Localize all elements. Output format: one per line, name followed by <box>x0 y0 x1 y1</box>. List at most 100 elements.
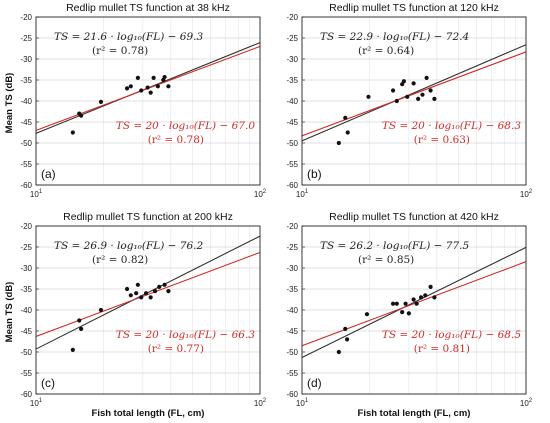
fit-lines <box>302 246 526 358</box>
data-point <box>394 98 399 104</box>
x-tick-label: 102 <box>520 189 533 199</box>
data-point <box>151 75 156 80</box>
data-points <box>336 284 437 355</box>
regression-r2: (r² = 0.78) <box>92 45 148 57</box>
data-point <box>98 307 104 313</box>
data-point <box>336 140 341 146</box>
data-point <box>70 347 75 352</box>
data-point <box>79 326 84 331</box>
y-tick-label: -30 <box>20 55 32 64</box>
x-axis-label-left: Fish total length (FL, cm) <box>92 408 205 419</box>
data-point <box>128 293 133 298</box>
regression-equation: TS = 21.6 · log₁₀(FL) − 69.3 <box>54 31 204 43</box>
data-point <box>79 113 84 118</box>
data-point <box>364 312 370 317</box>
data-point <box>166 84 171 89</box>
data-points <box>70 74 171 135</box>
chart-panel-4: -60 -55 -50 -45 -40 -35 -30 -25 -20 101 102 Redlip … <box>286 211 532 408</box>
x-tick-label: 102 <box>254 189 267 199</box>
data-point <box>124 286 130 292</box>
plot-frame <box>301 225 527 395</box>
y-tick-label: -45 <box>20 327 32 336</box>
y-tick-label: -50 <box>20 348 32 357</box>
data-point <box>343 326 348 331</box>
y-tick-label: -40 <box>20 97 32 106</box>
x-tick-exponent: 2 <box>529 398 533 404</box>
y-tick-label: -25 <box>20 243 32 252</box>
data-point <box>143 291 149 296</box>
x-tick-label: 102 <box>254 398 267 408</box>
fixed-slope-fit-line <box>302 261 526 347</box>
y-tick-label: -55 <box>286 160 298 169</box>
panel-label: (b) <box>307 167 322 181</box>
y-tick-label: -35 <box>286 285 298 294</box>
data-point <box>390 88 396 93</box>
data-point <box>366 94 371 99</box>
y-tick-label: -20 <box>20 222 32 231</box>
x-tick-label: 101 <box>296 398 309 408</box>
y-tick-label: -50 <box>286 139 298 148</box>
data-point <box>70 130 75 135</box>
y-tick-label: -55 <box>20 369 32 378</box>
regression-equation: TS = 22.9 · log₁₀(FL) − 72.4 <box>320 31 469 43</box>
data-point <box>400 310 405 315</box>
data-point <box>98 99 104 104</box>
y-tick-label: -55 <box>286 369 298 378</box>
data-point <box>139 295 144 300</box>
y-tick-label: -60 <box>20 181 32 190</box>
y-tick-label: -20 <box>286 13 298 22</box>
y-tick-label: -55 <box>20 160 32 169</box>
chart-panel-1: -60 -55 -50 -45 -40 -35 -30 -25 -20 101 102 Redlip … <box>20 2 266 199</box>
data-point <box>345 337 350 342</box>
x-tick-exponent: 1 <box>39 189 43 195</box>
data-point <box>145 85 150 90</box>
y-tick-label: -45 <box>20 118 32 127</box>
regression-equation: TS = 26.9 · log₁₀(FL) − 76.2 <box>54 240 204 252</box>
plot-frame <box>301 16 527 186</box>
data-point <box>77 318 82 323</box>
chart-title: Redlip mullet TS function at 38 kHz <box>66 2 230 14</box>
data-point <box>162 74 167 80</box>
fixed-slope-equation: TS = 20 · log₁₀(FL) − 66.3 <box>116 329 255 341</box>
data-point <box>345 130 350 135</box>
y-tick-label: -20 <box>286 222 298 231</box>
data-point <box>390 301 396 306</box>
data-point <box>411 297 416 302</box>
x-tick-exponent: 1 <box>305 398 309 404</box>
data-points <box>70 282 171 352</box>
data-point <box>411 81 416 86</box>
y-tick-label: -60 <box>286 390 298 399</box>
y-tick-label: -60 <box>286 181 298 190</box>
data-point <box>148 90 153 95</box>
data-point <box>394 301 399 306</box>
data-point <box>423 293 428 298</box>
regression-fit-line <box>302 44 526 142</box>
y-tick-label: -35 <box>20 76 32 85</box>
fit-lines <box>302 44 526 142</box>
panel-label: (a) <box>41 167 56 181</box>
panel-label: (d) <box>307 376 322 390</box>
x-tick-label: 101 <box>296 189 309 199</box>
data-point <box>405 94 410 99</box>
x-tick-exponent: 2 <box>529 189 533 195</box>
data-point <box>432 96 437 101</box>
data-point <box>336 349 341 355</box>
data-point <box>403 301 408 306</box>
data-point <box>157 284 162 289</box>
y-tick-label: -50 <box>286 348 298 357</box>
data-point <box>424 75 429 80</box>
y-tick-label: -30 <box>286 55 298 64</box>
x-tick-exponent: 2 <box>263 398 267 404</box>
regression-r2: (r² = 0.85) <box>358 254 414 266</box>
data-point <box>135 282 140 287</box>
y-tick-label: -50 <box>20 139 32 148</box>
major-gridlines <box>302 225 526 395</box>
data-point <box>155 84 160 89</box>
x-axis-label-right: Fish total length (FL, cm) <box>358 408 471 419</box>
y-axis-label-top: Mean TS (dB) <box>4 73 15 134</box>
fixed-slope-r2: (r² = 0.81) <box>414 343 470 355</box>
chart-title: Redlip mullet TS function at 420 kHz <box>329 211 499 223</box>
y-tick-label: -25 <box>20 34 32 43</box>
chart-title: Redlip mullet TS function at 120 kHz <box>329 2 499 14</box>
x-tick-exponent: 1 <box>305 189 309 195</box>
